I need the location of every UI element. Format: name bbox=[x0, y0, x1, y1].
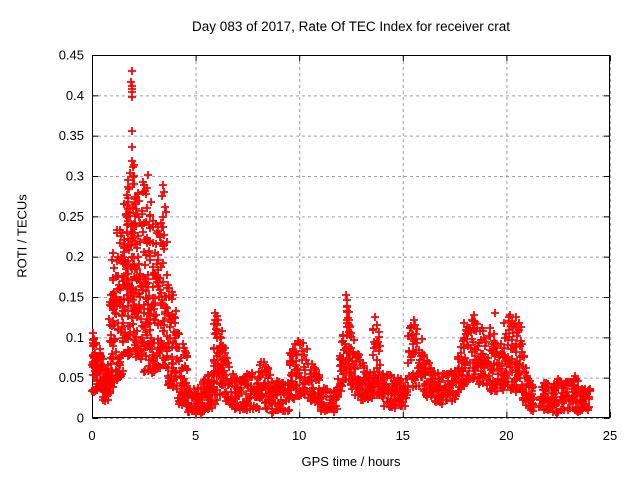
x-tick-label: 25 bbox=[603, 428, 617, 443]
scatter-points bbox=[88, 67, 594, 418]
x-tick-label: 20 bbox=[499, 428, 513, 443]
x-axis-label: GPS time / hours bbox=[301, 454, 401, 469]
y-tick-label: 0.3 bbox=[66, 169, 84, 184]
y-tick-label: 0.05 bbox=[59, 370, 84, 385]
y-tick-label: 0.1 bbox=[66, 330, 84, 345]
chart-title: Day 083 of 2017, Rate Of TEC Index for r… bbox=[192, 19, 510, 34]
x-tick-label: 0 bbox=[88, 428, 95, 443]
y-tick-label: 0.45 bbox=[59, 48, 84, 63]
y-tick-label: 0.15 bbox=[59, 290, 84, 305]
x-tick-label: 10 bbox=[292, 428, 306, 443]
plot-border bbox=[92, 55, 610, 418]
x-tick-label: 15 bbox=[396, 428, 410, 443]
y-tick-label: 0 bbox=[77, 411, 84, 426]
y-tick-label: 0.4 bbox=[66, 88, 84, 103]
y-tick-label: 0.2 bbox=[66, 249, 84, 264]
x-tick-label: 5 bbox=[192, 428, 199, 443]
y-tick-label: 0.25 bbox=[59, 209, 84, 224]
tick-labels: 0 0.05 0.1 0.15 0.2 0.25 0.3 0.35 0.4 0.45 0 5 10 15 2… bbox=[59, 48, 618, 444]
roti-data-points bbox=[88, 67, 594, 418]
y-tick-label: 0.35 bbox=[59, 128, 84, 143]
plot-border-rect bbox=[92, 55, 610, 418]
